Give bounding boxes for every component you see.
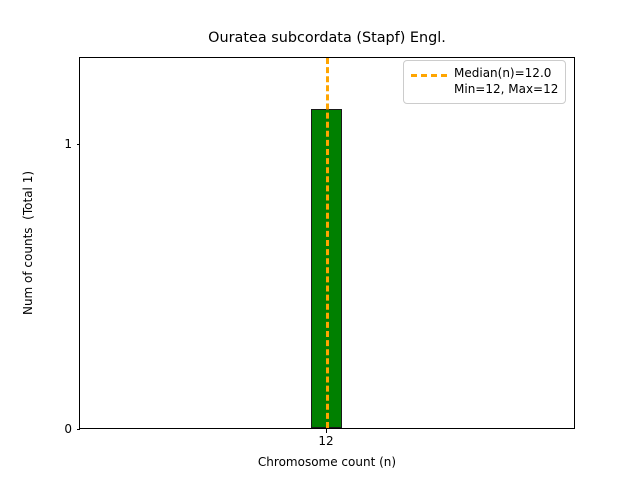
legend-text-block: Median(n)=12.0 Min=12, Max=12	[454, 66, 558, 98]
dashed-line-icon	[411, 74, 447, 77]
bars-layer	[80, 58, 574, 428]
y-tick-label-0: 0	[64, 422, 72, 436]
x-tick-mark-12	[326, 429, 327, 433]
y-axis-label-line2: (Total 1)	[21, 170, 35, 220]
plot-area	[76, 57, 575, 433]
legend-swatch-median	[411, 68, 447, 83]
legend-label-minmax: Min=12, Max=12	[454, 81, 559, 96]
x-axis-label: Chromosome count (n)	[257, 455, 397, 469]
y-axis-label-container: Num of counts (Total 1)	[0, 0, 56, 480]
y-axis-label-line1: Num of counts	[21, 227, 35, 316]
y-tick-label-1: 1	[64, 137, 72, 151]
y-tick-mark-0	[76, 429, 80, 430]
legend[interactable]: Median(n)=12.0 Min=12, Max=12	[403, 60, 567, 104]
median-line	[326, 58, 329, 428]
y-tick-mark-1	[76, 144, 80, 145]
legend-label-median: Median(n)=12.0	[454, 66, 552, 80]
y-axis-label-spacer	[21, 220, 35, 228]
chart-title: Ouratea subcordata (Stapf) Engl.	[208, 30, 446, 46]
y-axis-label: Num of counts (Total 1)	[21, 171, 35, 315]
x-tick-label-12: 12	[318, 434, 334, 448]
